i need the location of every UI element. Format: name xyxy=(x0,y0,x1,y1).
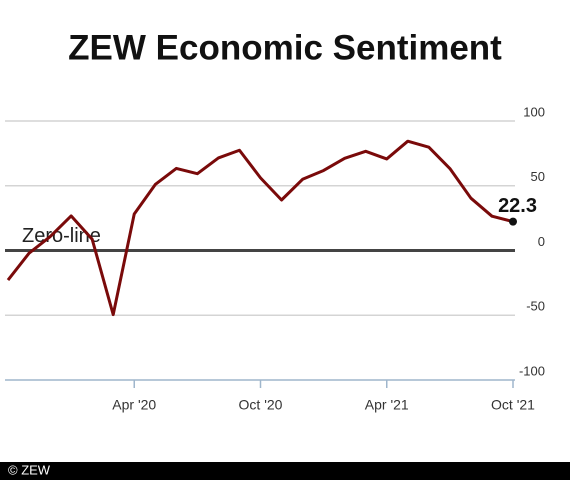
end-point xyxy=(509,217,517,226)
footer-bar xyxy=(0,462,570,480)
y-tick-label: -100 xyxy=(519,363,545,378)
x-tick-label: Oct '21 xyxy=(491,397,535,413)
x-tick-label: Apr '20 xyxy=(112,397,156,413)
footer: © ZEW xyxy=(8,462,51,477)
x-tick-label: Apr '21 xyxy=(365,397,409,413)
annotation: Zero-line xyxy=(22,225,101,247)
chart-title: ZEW Economic Sentiment xyxy=(68,28,502,67)
y-tick-label: 0 xyxy=(538,234,545,249)
y-tick-label: 50 xyxy=(531,169,545,184)
line xyxy=(6,139,514,317)
value-label: 22.3 xyxy=(498,195,537,217)
x-tick-label: Oct '20 xyxy=(239,397,283,413)
y-tick-label: -50 xyxy=(526,299,545,314)
y-tick-label: 100 xyxy=(523,104,545,119)
